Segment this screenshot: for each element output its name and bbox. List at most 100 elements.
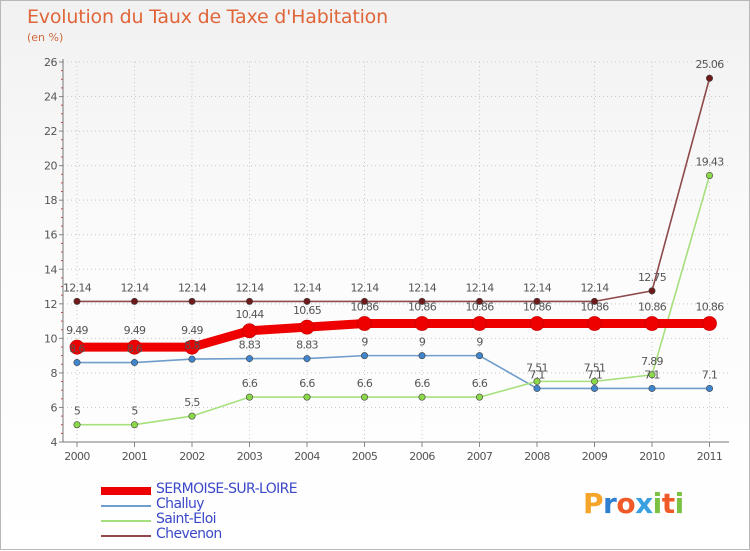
point-chevenon [475, 297, 483, 305]
point-sermoise-sur-loire [357, 316, 372, 331]
point-saint-eloi [705, 171, 713, 179]
grid-lines [63, 61, 729, 443]
point-challuy [73, 359, 81, 367]
series-line-challuy [76, 354, 711, 390]
logo-letter: o [616, 487, 636, 520]
data-label-saint-eloi: 7.89 [641, 355, 663, 368]
data-label-chevenon: 12.14 [121, 281, 150, 294]
logo-letter: P [583, 487, 604, 520]
series-line-sermoise-sur-loire [72, 319, 714, 352]
data-label-sermoise-sur-loire: 10.86 [638, 301, 667, 314]
proxiti-logo: Proxiti [583, 487, 684, 520]
x-tick-label: 2011 [697, 450, 723, 463]
x-tick-label: 2002 [179, 450, 205, 463]
point-chevenon [131, 297, 139, 305]
data-label-saint-eloi: 6.6 [414, 377, 430, 390]
point-saint-eloi [303, 393, 311, 401]
point-challuy [418, 352, 426, 360]
data-label-challuy: 8.6 [69, 343, 85, 356]
data-label-saint-eloi: 6.6 [357, 377, 373, 390]
x-tick-label: 2010 [639, 450, 665, 463]
data-label-challuy: 7.1 [644, 368, 659, 381]
point-chevenon [533, 297, 541, 305]
data-label-chevenon: 12.14 [293, 281, 322, 294]
data-label-saint-eloi: 5.5 [184, 396, 200, 409]
x-tick-label: 2001 [122, 450, 148, 463]
point-challuy [648, 384, 656, 392]
point-sermoise-sur-loire [414, 316, 430, 331]
logo-letter: r [603, 487, 617, 520]
data-label-challuy: 7.1 [529, 368, 544, 381]
point-sermoise-sur-loire [69, 339, 85, 355]
point-chevenon [705, 74, 713, 82]
series-line-chevenon [76, 77, 711, 303]
point-sermoise-sur-loire [242, 323, 257, 339]
data-label-saint-eloi: 6.6 [299, 377, 315, 390]
y-axis-unit-label: (en %) [27, 31, 64, 44]
point-saint-eloi [590, 377, 598, 385]
logo-letter: i [674, 487, 685, 520]
axes: 4 6 8 10 12 14 16 18 20 22 24 26 2000 2001 2002 2003 200… [44, 56, 729, 463]
point-saint-eloi [533, 377, 541, 385]
point-chevenon [648, 287, 656, 295]
y-tick-label: 20 [44, 160, 57, 173]
point-sermoise-sur-loire [702, 316, 717, 331]
legend-label: SERMOISE-SUR-LOIRE [156, 481, 298, 497]
data-label-sermoise-sur-loire: 10.86 [696, 301, 725, 314]
point-chevenon [303, 297, 311, 305]
data-label-chevenon: 12.75 [638, 271, 667, 284]
point-sermoise-sur-loire [299, 319, 315, 335]
y-tick-label: 24 [44, 91, 57, 104]
point-chevenon [246, 297, 254, 305]
logo-letter: t [661, 487, 675, 520]
point-challuy [360, 352, 368, 360]
data-label-challuy: 9 [419, 336, 426, 349]
x-tick-label: 2007 [467, 450, 493, 463]
point-sermoise-sur-loire [644, 316, 660, 331]
legend-label: Chevenon [156, 526, 222, 542]
legend-label: Challuy [156, 496, 205, 512]
legend-item: SERMOISE-SUR-LOIRE [101, 481, 361, 499]
legend-swatch [101, 505, 151, 507]
point-challuy [475, 352, 483, 360]
point-chevenon [590, 297, 598, 305]
point-saint-eloi [188, 412, 196, 420]
data-label-sermoise-sur-loire: 10.86 [408, 301, 437, 314]
data-label-challuy: 8.8 [184, 339, 200, 352]
point-challuy [131, 359, 139, 367]
point-chevenon [418, 297, 426, 305]
point-sermoise-sur-loire [184, 339, 200, 355]
point-challuy [590, 384, 598, 392]
y-tick-label: 6 [51, 401, 58, 414]
point-sermoise-sur-loire [472, 316, 487, 331]
data-label-challuy: 8.83 [296, 339, 318, 352]
series-line-saint-eloi [76, 174, 711, 426]
y-tick-label: 18 [44, 194, 57, 207]
point-saint-eloi [648, 371, 656, 379]
data-label-chevenon: 12.14 [178, 281, 207, 294]
data-label-chevenon: 25.06 [696, 58, 725, 71]
data-points [69, 74, 717, 429]
point-challuy [246, 355, 254, 363]
data-label-saint-eloi: 19.43 [696, 155, 725, 168]
y-tick-label: 10 [44, 332, 57, 345]
data-label-challuy: 7.1 [702, 368, 717, 381]
data-label-chevenon: 12.14 [523, 281, 552, 294]
y-tick-label: 22 [44, 125, 57, 138]
x-tick-label: 2005 [352, 450, 378, 463]
data-label-challuy: 9 [476, 336, 483, 349]
y-tick-label: 12 [44, 298, 57, 311]
legend-item: Challuy [101, 496, 361, 514]
y-tick-label: 16 [44, 229, 57, 242]
point-sermoise-sur-loire [529, 316, 545, 331]
data-label-saint-eloi: 5 [74, 405, 81, 418]
data-label-saint-eloi: 5 [131, 405, 138, 418]
chart-title: Evolution du Taux de Taxe d'Habitation [27, 6, 388, 28]
x-tick-label: 2000 [64, 450, 90, 463]
series-lines [72, 77, 714, 426]
data-label-saint-eloi: 6.6 [242, 377, 258, 390]
logo-letter: i [652, 487, 663, 520]
point-challuy [705, 384, 713, 392]
data-label-chevenon: 12.14 [408, 281, 437, 294]
data-label-saint-eloi: 6.6 [472, 377, 488, 390]
